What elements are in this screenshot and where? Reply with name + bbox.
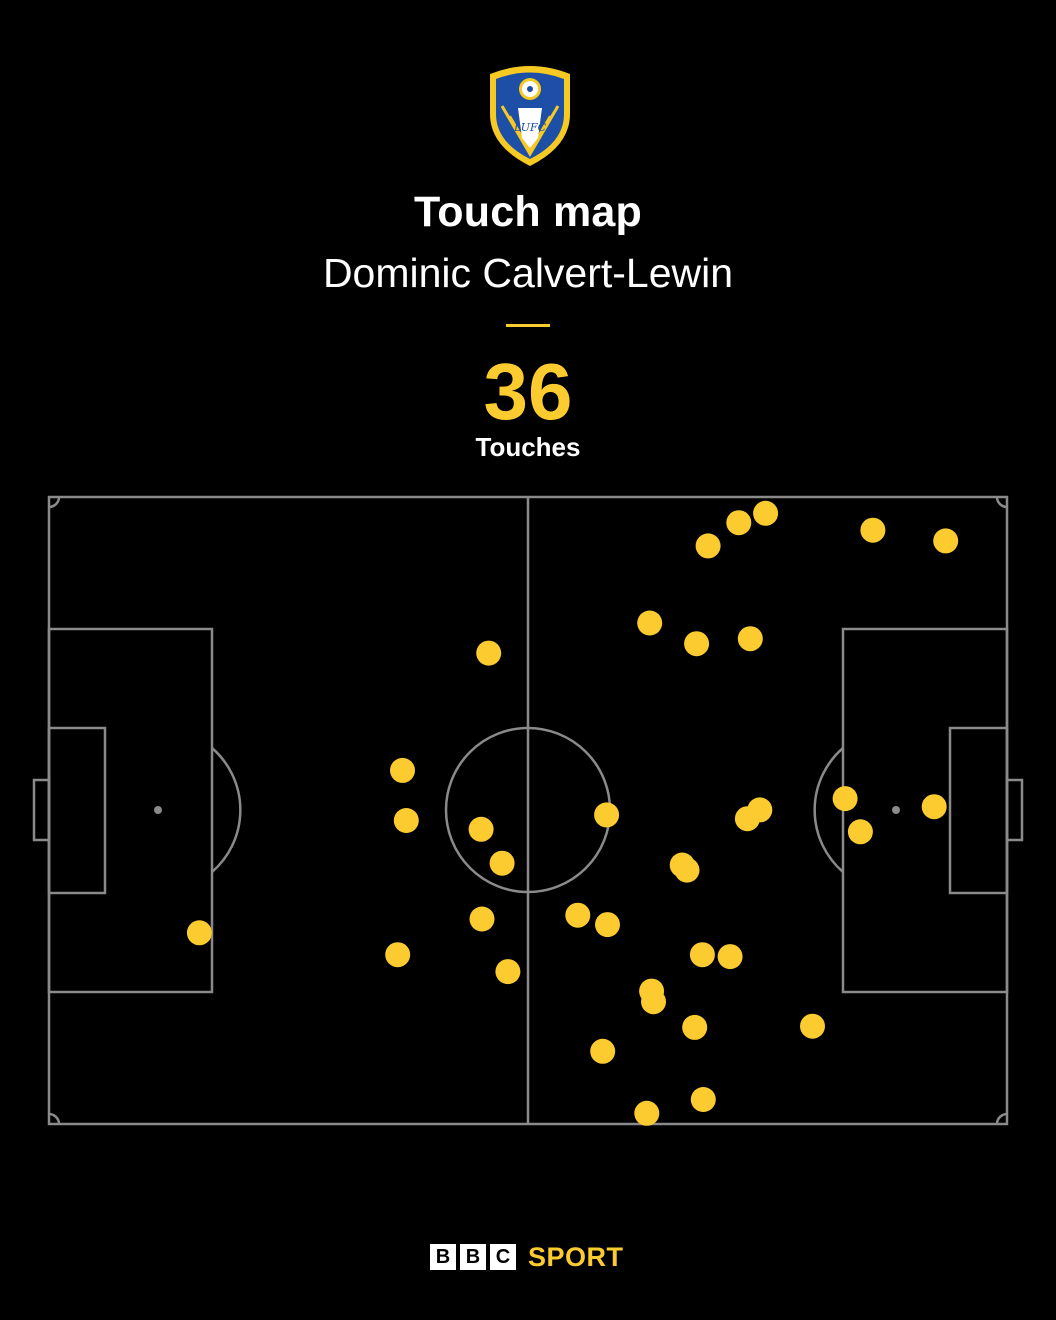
left-penalty-arc <box>211 747 242 873</box>
touch-point <box>695 533 721 559</box>
touch-point <box>832 786 858 812</box>
touch-point <box>468 816 494 842</box>
touch-point <box>933 528 959 554</box>
right-six-yard-box <box>948 726 1009 895</box>
touch-point <box>393 808 419 833</box>
bbc-letter-c: C <box>490 1244 516 1270</box>
right-penalty-arc <box>813 747 844 873</box>
touch-point <box>717 944 743 970</box>
touch-point <box>594 802 620 828</box>
touch-point <box>489 850 515 876</box>
left-goal <box>32 778 51 842</box>
bbc-sport-logo: B B C SPORT <box>430 1241 624 1272</box>
divider <box>506 324 550 327</box>
touch-point <box>734 806 760 832</box>
touch-point <box>921 794 947 820</box>
touch-point <box>800 1013 825 1039</box>
left-six-yard-box <box>47 726 107 895</box>
corner-arc-top-right <box>995 496 1008 509</box>
touch-point <box>595 912 620 938</box>
touch-point <box>753 500 779 526</box>
touch-point <box>590 1038 616 1064</box>
touch-point <box>637 610 663 636</box>
pitch-map <box>32 495 1024 1126</box>
touch-points <box>186 500 959 1126</box>
corner-arc-top-left <box>48 496 61 509</box>
leeds-united-crest-icon: LUFC <box>490 66 570 166</box>
sport-label: SPORT <box>528 1241 624 1272</box>
touch-point <box>495 959 521 985</box>
touch-point <box>186 920 212 946</box>
touch-point <box>690 1087 716 1112</box>
left-penalty-area <box>47 627 214 994</box>
touch-point <box>737 626 763 652</box>
touches-count: 36 <box>483 347 573 436</box>
right-penalty-spot <box>892 806 900 814</box>
touch-point <box>641 989 666 1015</box>
touch-point <box>674 857 700 883</box>
touch-point <box>847 819 873 845</box>
touch-point <box>390 757 415 783</box>
bbc-letter-b2: B <box>460 1244 486 1270</box>
chart-title: Touch map <box>414 188 642 236</box>
touch-point <box>476 640 502 666</box>
touch-point <box>469 906 495 932</box>
crest-lettering: LUFC <box>513 121 547 134</box>
touches-label: Touches <box>475 432 581 462</box>
corner-arc-bottom-left <box>48 1112 61 1125</box>
touch-point <box>726 510 752 536</box>
left-penalty-spot <box>154 806 162 814</box>
touch-point <box>634 1100 660 1126</box>
corner-arc-bottom-right <box>995 1112 1008 1125</box>
touch-point <box>385 942 411 968</box>
touch-point <box>860 517 886 543</box>
bbc-letter-b1: B <box>430 1244 456 1270</box>
touch-point <box>682 1014 708 1040</box>
touch-point <box>689 942 715 968</box>
player-name: Dominic Calvert-Lewin <box>322 250 734 296</box>
touch-point <box>565 902 591 928</box>
right-goal <box>1005 778 1024 842</box>
touch-point <box>684 631 710 657</box>
